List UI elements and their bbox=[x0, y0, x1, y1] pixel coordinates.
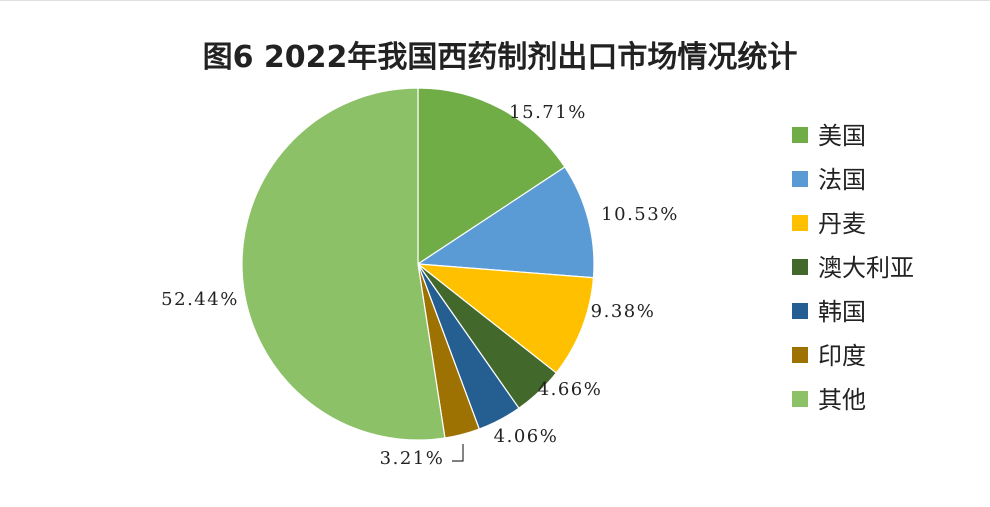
pie-slices bbox=[241, 87, 595, 441]
pie-slice-3 bbox=[416, 263, 595, 374]
legend-label-3: 丹麦 bbox=[818, 210, 866, 238]
legend-label-2: 法国 bbox=[818, 166, 866, 194]
legend-swatch-3 bbox=[792, 215, 808, 231]
legend-swatch-6 bbox=[792, 347, 808, 363]
leader-line bbox=[452, 444, 464, 462]
legend-label-7: 其他 bbox=[818, 386, 866, 414]
legend-label-1: 美国 bbox=[818, 122, 866, 150]
data-label-4: 4.66% bbox=[538, 379, 603, 400]
data-label-3: 9.38% bbox=[591, 301, 656, 322]
legend-swatch-1 bbox=[792, 127, 808, 143]
legend-label-5: 韩国 bbox=[818, 298, 866, 326]
data-label-2: 10.53% bbox=[601, 204, 679, 225]
legend-swatch-2 bbox=[792, 171, 808, 187]
pie-slice-7 bbox=[241, 87, 446, 441]
data-label-5: 4.06% bbox=[494, 426, 559, 447]
legend-label-6: 印度 bbox=[818, 342, 866, 370]
chart-title: 图6 2022年我国西药制剂出口市场情况统计 bbox=[203, 40, 798, 75]
data-label-6: 3.21% bbox=[380, 448, 445, 469]
pie-slice-1 bbox=[417, 87, 566, 266]
legend-swatch-7 bbox=[792, 391, 808, 407]
data-label-7: 52.44% bbox=[161, 289, 239, 310]
legend-swatch-5 bbox=[792, 303, 808, 319]
pie-data-labels: 15.71% 10.53% 9.38% 4.66% 4.06% 3.21% 52.44% bbox=[161, 102, 679, 469]
pie-slice-2 bbox=[416, 166, 595, 279]
data-label-1: 15.71% bbox=[509, 102, 587, 123]
legend-label-4: 澳大利亚 bbox=[818, 254, 914, 282]
legend-swatch-4 bbox=[792, 259, 808, 275]
